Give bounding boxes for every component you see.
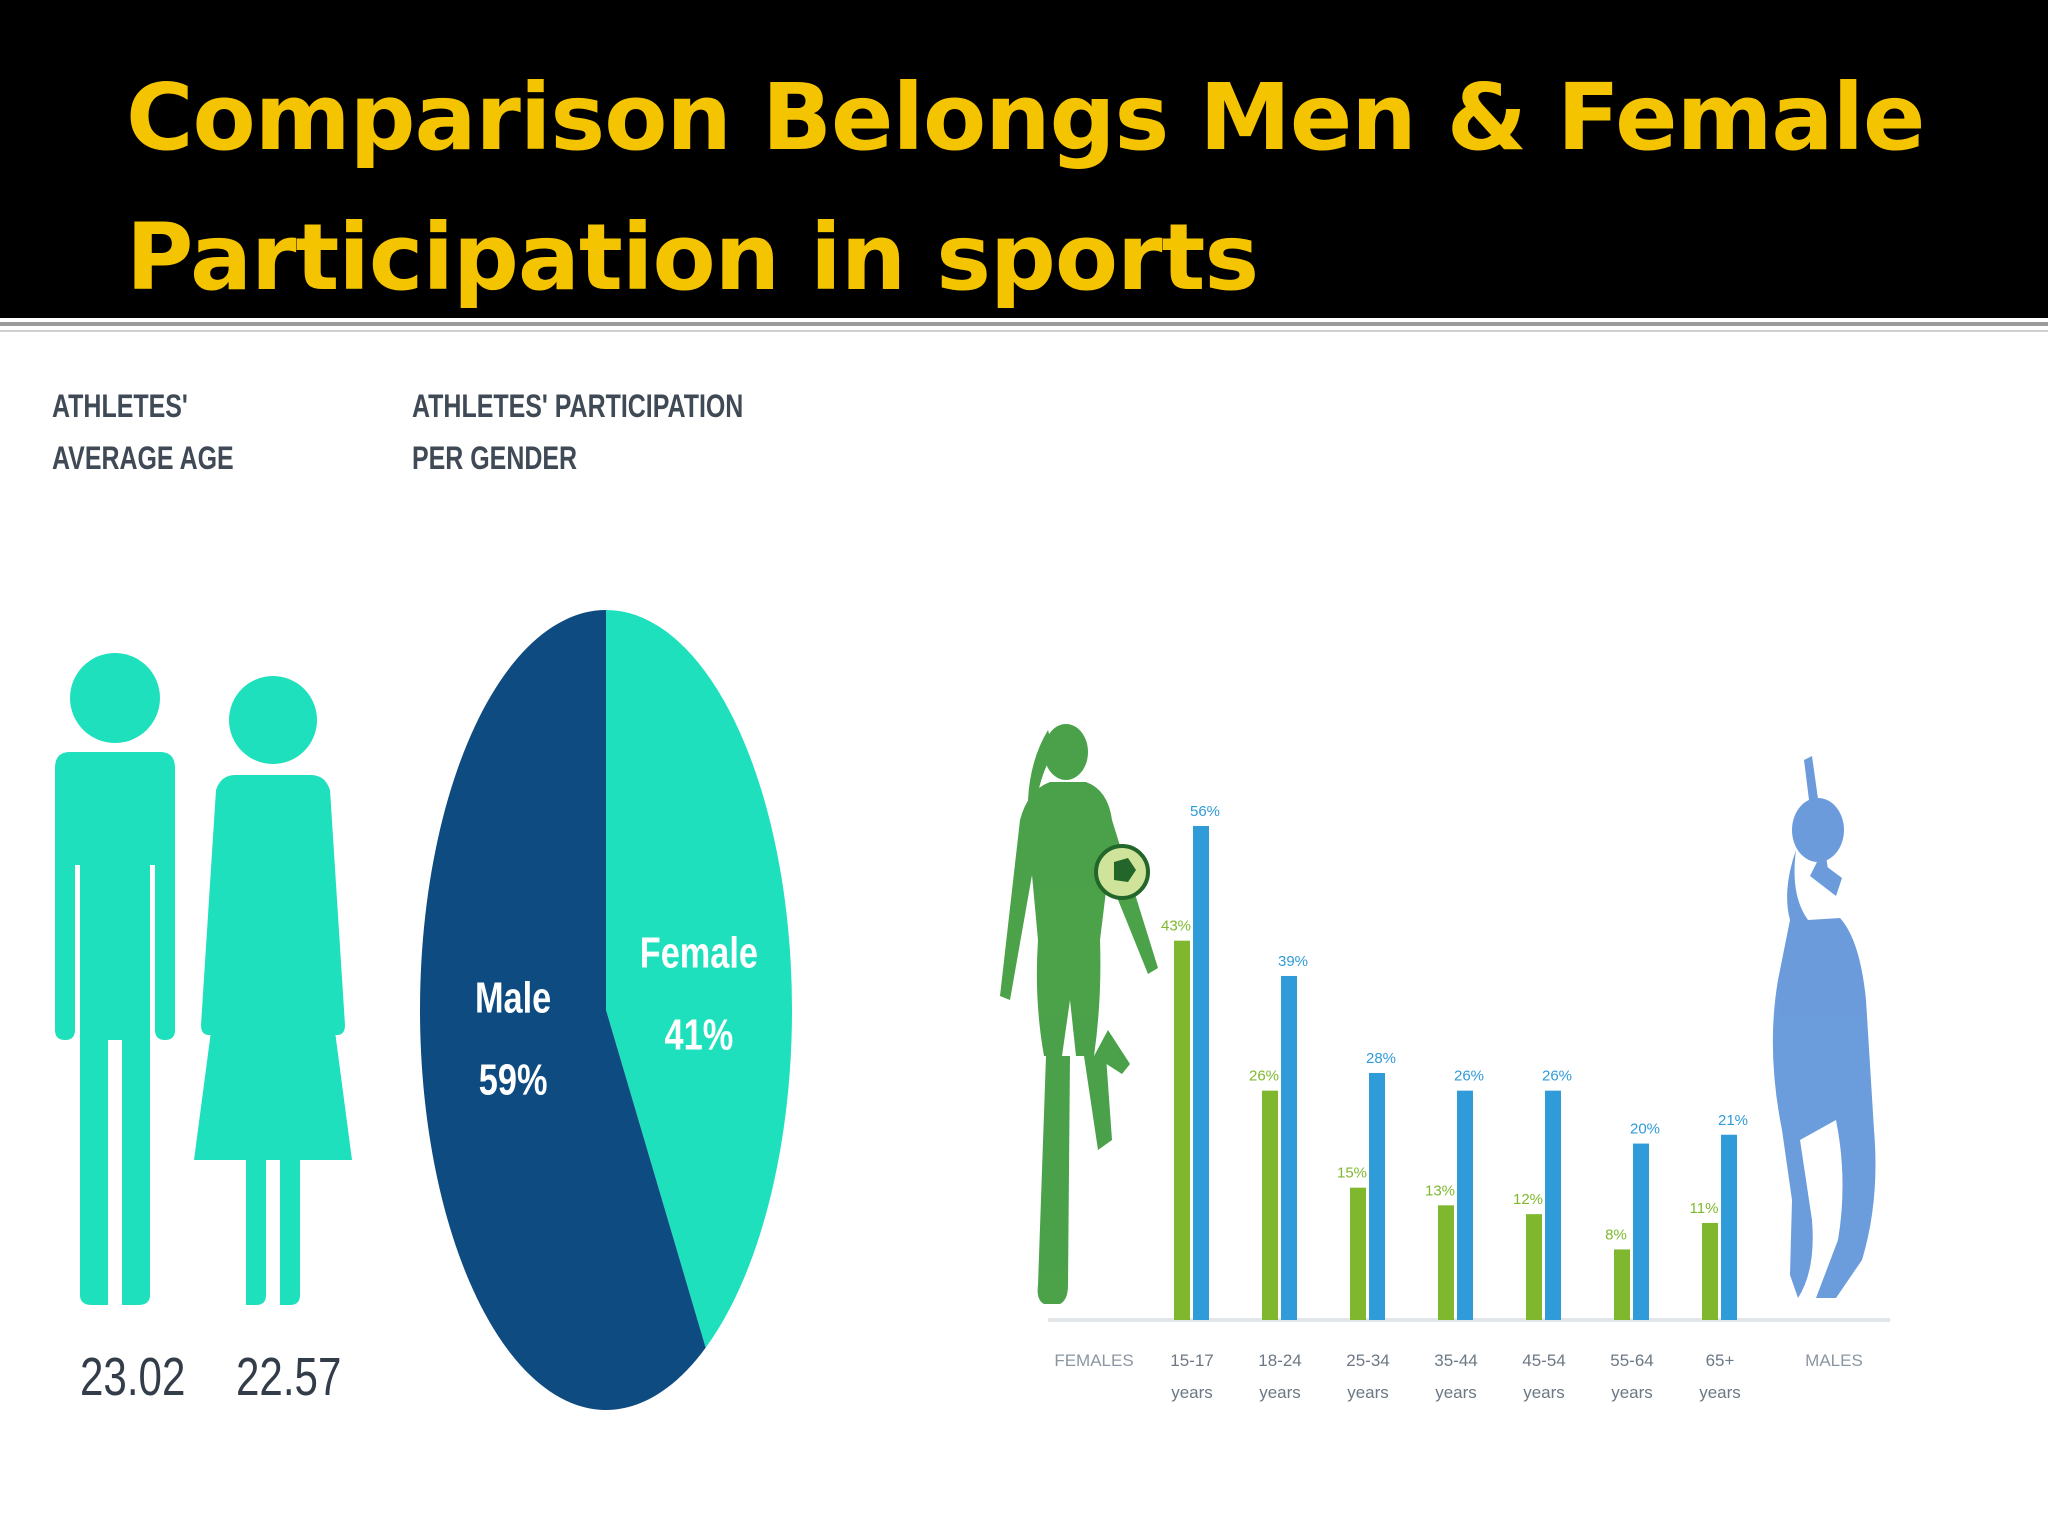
divider-line (0, 322, 2048, 326)
bar-label-females-3: 13% (1425, 1182, 1455, 1199)
bar-females-5 (1614, 1249, 1630, 1320)
females-legend-label: FEMALES (1054, 1351, 1133, 1370)
bar-label-females-6: 11% (1690, 1200, 1719, 1217)
category-sublabel-2: years (1347, 1383, 1389, 1402)
male-average-age: 23.02 (80, 1347, 186, 1407)
bar-females-6 (1702, 1222, 1718, 1320)
bar-label-males-0: 56% (1190, 803, 1220, 820)
divider-line-thin (0, 330, 2048, 332)
bar-label-males-5: 20% (1630, 1121, 1660, 1138)
category-label-0: 15-17 (1170, 1351, 1213, 1370)
pie-label-male: Male (475, 973, 551, 1022)
pie-panel-title-line1: ATHLETES' PARTICIPATION (412, 388, 744, 424)
bar-label-males-6: 21% (1718, 1112, 1748, 1129)
female-average-age: 22.57 (236, 1347, 342, 1407)
bar-females-0 (1174, 940, 1190, 1320)
pie-value-female: 41% (665, 1011, 734, 1060)
bar-label-females-2: 15% (1337, 1165, 1367, 1182)
soccer-ball-icon (1094, 844, 1150, 900)
female-figure-icon (194, 676, 352, 1305)
pie-slice-male (420, 610, 706, 1410)
bar-males-3 (1457, 1090, 1473, 1320)
pie-slice-female (606, 610, 792, 1348)
slide-title: Comparison Belongs Men & Female Particip… (126, 64, 1925, 311)
bar-label-females-1: 26% (1249, 1068, 1279, 1085)
bar-label-females-4: 12% (1513, 1191, 1543, 1208)
pie-label-female: Female (640, 929, 758, 978)
category-label-2: 25-34 (1346, 1351, 1389, 1370)
category-sublabel-3: years (1435, 1383, 1477, 1402)
category-sublabel-0: years (1171, 1383, 1213, 1402)
bar-females-1 (1262, 1090, 1278, 1320)
category-label-1: 18-24 (1258, 1351, 1301, 1370)
category-label-6: 65+ (1706, 1351, 1735, 1370)
male-figure-icon (55, 653, 175, 1305)
age-figures (55, 653, 352, 1305)
male-cricket-batsman-icon (1772, 756, 1876, 1298)
age-group-participation-bar-chart: FEMALES MALES 43% 56% 15-17 years 26% 39% 18-2… (1000, 724, 1890, 1402)
males-legend-label: MALES (1805, 1351, 1863, 1370)
category-label-3: 35-44 (1434, 1351, 1477, 1370)
category-sublabel-4: years (1523, 1383, 1565, 1402)
pie-panel-title-line2: PER GENDER (412, 440, 578, 476)
category-label-4: 45-54 (1522, 1351, 1565, 1370)
bar-males-0 (1193, 826, 1209, 1320)
bar-males-1 (1281, 975, 1297, 1320)
gender-participation-pie-chart: Female 41% Male 59% (420, 610, 792, 1410)
bar-females-2 (1350, 1187, 1366, 1320)
bar-females-4 (1526, 1214, 1542, 1320)
category-sublabel-1: years (1259, 1383, 1301, 1402)
bar-females-3 (1438, 1205, 1454, 1320)
age-panel-title-line1: ATHLETES' (52, 388, 188, 424)
bar-label-females-5: 8% (1605, 1226, 1627, 1243)
bar-males-6 (1721, 1134, 1737, 1320)
bar-label-males-3: 26% (1454, 1068, 1484, 1085)
bar-males-5 (1633, 1143, 1649, 1320)
bar-males-4 (1545, 1090, 1561, 1320)
bar-label-males-2: 28% (1366, 1050, 1396, 1067)
category-sublabel-6: years (1699, 1383, 1741, 1402)
pie-value-male: 59% (479, 1055, 548, 1104)
title-banner (0, 0, 2048, 318)
age-panel-title: ATHLETES' AVERAGE AGE (52, 380, 234, 484)
bar-label-males-4: 26% (1542, 1068, 1572, 1085)
female-soccer-player-icon (1000, 724, 1158, 1304)
bar-label-females-0: 43% (1161, 918, 1191, 935)
bar-label-males-1: 39% (1278, 953, 1308, 970)
category-label-5: 55-64 (1610, 1351, 1653, 1370)
pie-panel-title: ATHLETES' PARTICIPATION PER GENDER (412, 380, 743, 484)
category-sublabel-5: years (1611, 1383, 1653, 1402)
age-panel-title-line2: AVERAGE AGE (52, 440, 234, 476)
bar-males-2 (1369, 1073, 1385, 1320)
